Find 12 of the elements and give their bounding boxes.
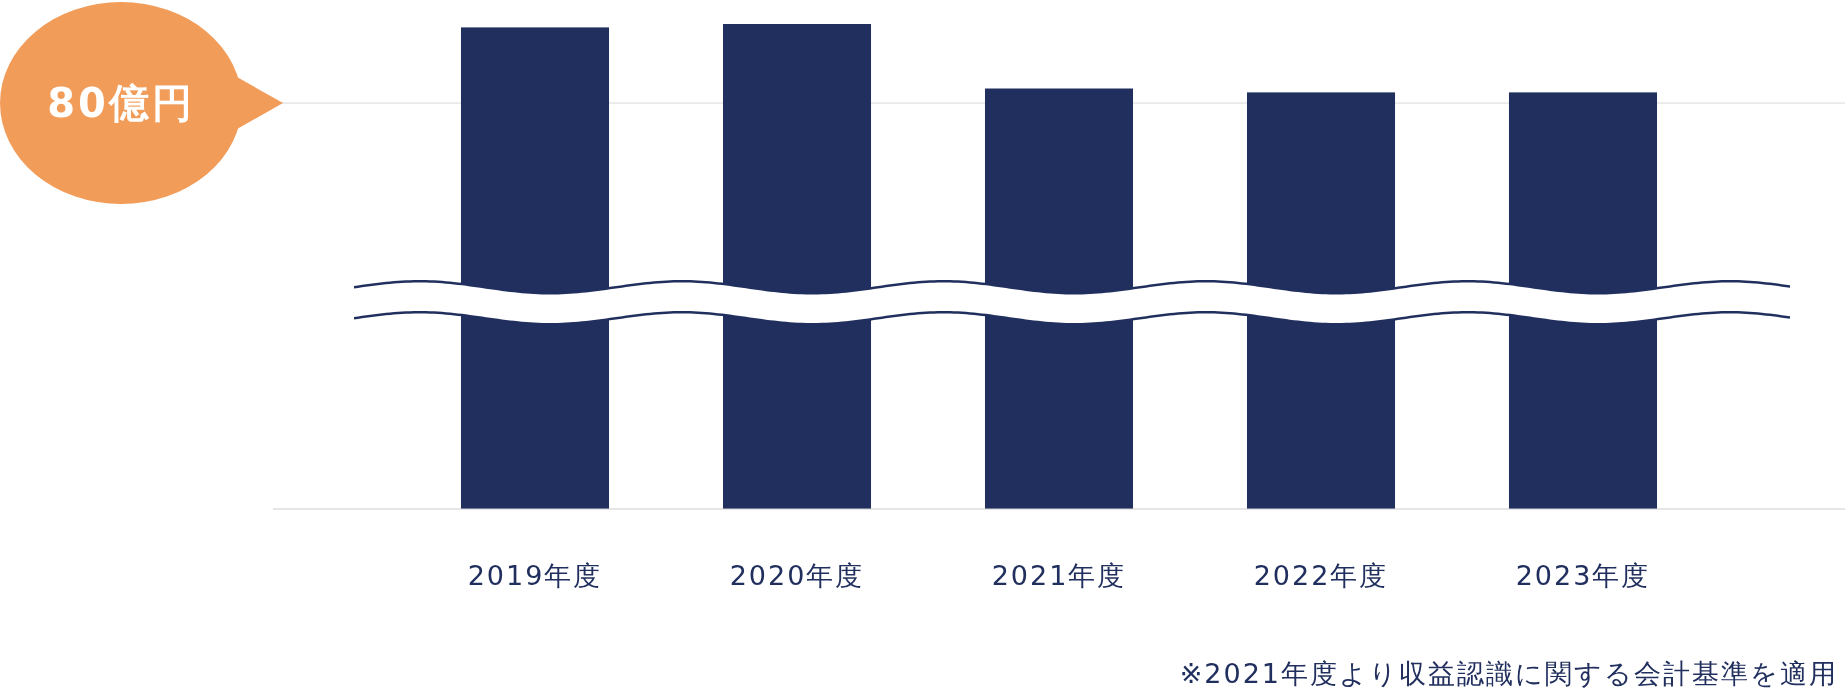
bar [1508, 92, 1658, 509]
ref-line-label: 80億円 [47, 80, 195, 127]
x-tick-label: 2021年度 [991, 560, 1127, 591]
text: ※2021年度より収益認識に関する会計基準を適用 [1179, 658, 1838, 689]
x-tick-label: 2019年度 [467, 560, 603, 591]
x-tick-label: 2022年度 [1253, 560, 1389, 591]
bar [984, 88, 1134, 509]
bar [1246, 92, 1396, 509]
x-tick-label: 2020年度 [729, 560, 865, 591]
bar [460, 27, 610, 509]
x-tick-label: 2023年度 [1515, 560, 1651, 591]
bar [722, 24, 872, 509]
